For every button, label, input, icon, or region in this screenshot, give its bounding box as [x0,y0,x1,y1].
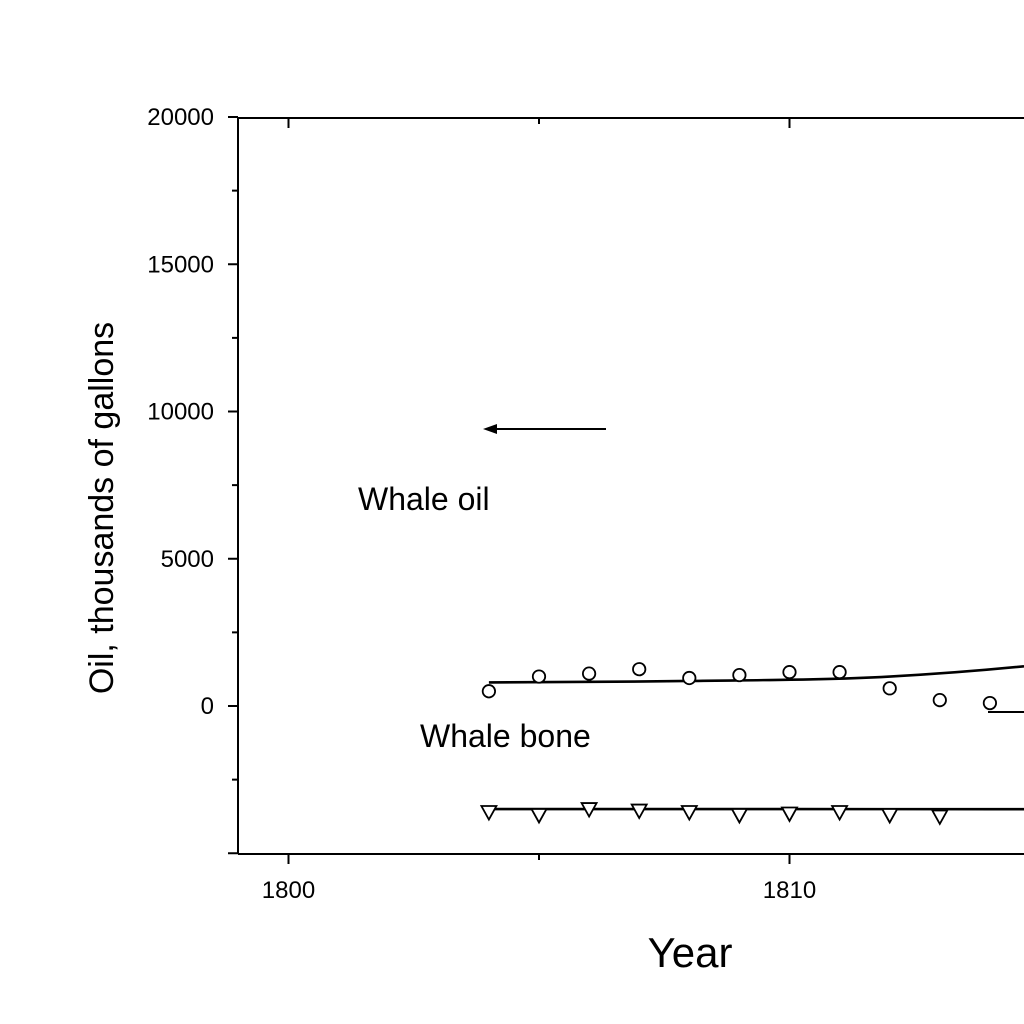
marker-whale-oil [832,665,847,680]
y-tick-label: 20000 [147,104,214,131]
x-axis-ticks: 18001810182018301840185018601870 [262,118,816,904]
arrow-to-left-axis [483,424,606,434]
x-axis-title: Year [648,929,733,976]
marker-whale-bone [680,805,699,822]
marker-whale-oil [581,666,597,681]
fit-curve-whale-oil [488,664,1024,684]
data-markers [479,662,998,826]
marker-whale-bone [580,802,599,819]
marker-whale-oil [882,681,897,696]
marker-whale-oil [732,667,747,683]
marker-whale-oil [632,662,647,677]
y-tick-label: 5000 [161,546,214,573]
y-tick-label: 10000 [147,399,214,426]
marker-whale-bone [730,808,749,825]
marker-whale-oil [782,665,797,680]
fit-curve-whale-bone [488,807,1024,811]
marker-whale-oil [531,669,547,684]
y-axis-ticks: 20000 15000 10000 5000 0 [147,104,238,855]
x-tick-label: 1800 [262,877,315,904]
marker-whale-bone [479,805,498,822]
marker-whale-oil [682,670,697,686]
marker-whale-oil [982,695,998,711]
y-tick-label: 0 [201,693,214,720]
y-tick-label: 15000 [147,251,214,278]
marker-whale-bone [630,803,649,820]
series-label-whale-oil: Whale oil [358,481,490,517]
marker-whale-oil [481,684,496,699]
marker-whale-bone [529,808,549,825]
marker-whale-bone [880,808,899,825]
marker-whale-bone [780,806,799,823]
plot-frame [237,117,1024,855]
marker-whale-oil [932,693,947,708]
x-tick-label: 1810 [763,877,816,904]
y-axis-title: Oil, thousands of gallons [83,322,121,694]
marker-whale-bone [930,809,949,826]
marker-whale-bone [830,805,849,822]
series-label-whale-bone: Whale bone [420,718,591,754]
